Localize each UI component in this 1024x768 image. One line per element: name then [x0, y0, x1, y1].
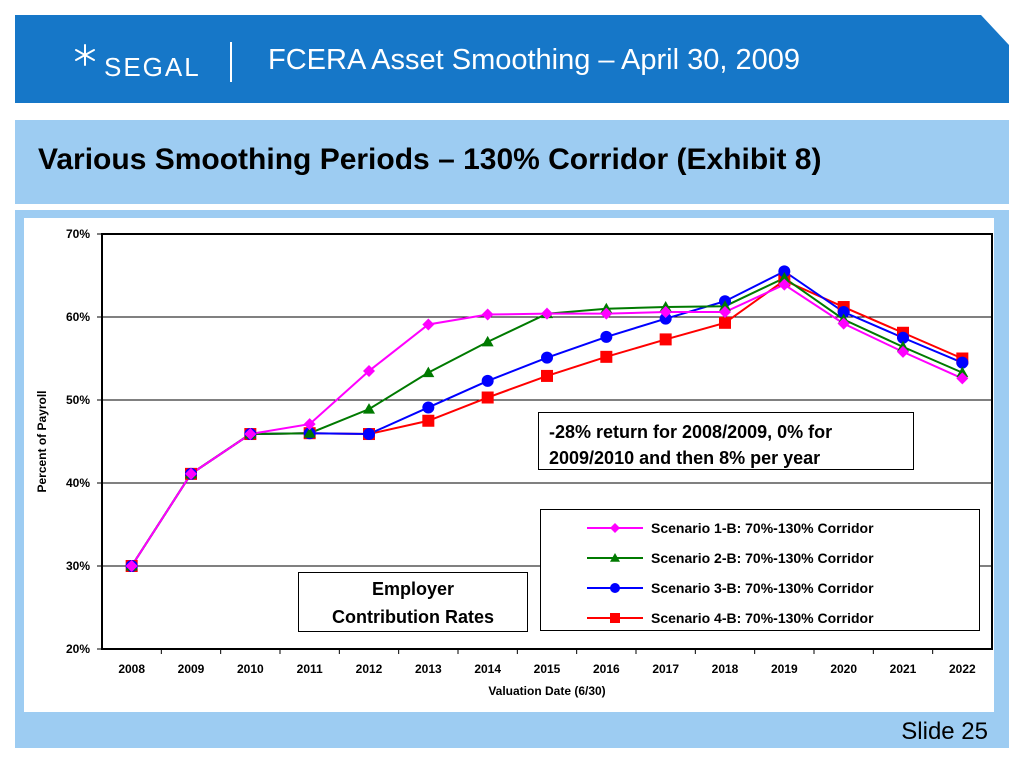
legend-swatch: [587, 553, 643, 562]
y-tick-label: 60%: [66, 310, 90, 324]
data-point-marker: [659, 306, 672, 319]
data-point-marker: [600, 307, 613, 320]
data-point-marker: [244, 428, 257, 441]
x-tick-label: 2010: [237, 662, 264, 676]
x-tick-label: 2015: [534, 662, 561, 676]
data-point-marker: [481, 308, 494, 321]
data-point-marker: [541, 307, 553, 320]
y-tick-label: 50%: [66, 393, 90, 407]
assumption-callout: -28% return for 2008/2009, 0% for 2009/2…: [538, 412, 914, 470]
legend-swatch: [587, 613, 643, 623]
y-axis-title: Percent of Payroll: [35, 390, 49, 492]
data-point-marker: [778, 265, 791, 278]
data-point-marker: [719, 306, 731, 319]
legend-item: Scenario 3-B: 70%-130% Corridor: [585, 576, 975, 600]
segal-logo: SEGAL: [104, 52, 201, 82]
data-point-marker: [719, 316, 731, 329]
line-chart: 20% 30% 40% 50% 60% 70% 2008 2009 2010 2011 2012 20…: [35, 227, 993, 698]
header-divider: [230, 42, 232, 82]
data-point-marker: [610, 613, 620, 623]
data-point-marker: [778, 271, 791, 283]
y-tick-label: 20%: [66, 642, 90, 656]
label-line-1: Employer: [371, 579, 455, 599]
data-point-marker: [363, 364, 375, 377]
data-point-marker: [600, 330, 613, 343]
chart-label-box: Employer Contribution Rates: [298, 572, 528, 632]
label-line-2: Contribution Rates: [332, 607, 494, 627]
page-title: FCERA Asset Smoothing – April 30, 2009: [268, 44, 800, 76]
x-tick-label: 2019: [771, 662, 798, 676]
x-tick-label: 2009: [178, 662, 205, 676]
x-tick-label: 2012: [356, 662, 383, 676]
legend-item: Scenario 4-B: 70%-130% Corridor: [585, 606, 975, 630]
x-tick-label: 2013: [415, 662, 442, 676]
data-point-marker: [422, 318, 435, 331]
x-tick-label: 2018: [712, 662, 739, 676]
legend-swatch: [587, 523, 643, 533]
data-point-marker: [659, 312, 672, 325]
data-point-marker: [610, 523, 620, 533]
banner-shape: [15, 15, 1009, 103]
x-tick-label: 2008: [118, 662, 145, 676]
data-point-marker: [303, 418, 316, 431]
legend-label: Scenario 2-B: 70%-130% Corridor: [651, 550, 874, 566]
segal-star-icon: [75, 44, 95, 66]
data-point-marker: [956, 356, 969, 369]
x-tick-label: 2011: [297, 662, 323, 676]
x-tick-label: 2014: [474, 662, 501, 676]
legend-item: Scenario 2-B: 70%-130% Corridor: [585, 546, 975, 570]
y-tick-label: 30%: [66, 559, 90, 573]
data-point-marker: [481, 374, 494, 387]
x-tick-label: 2020: [830, 662, 857, 676]
legend-swatch: [587, 583, 643, 593]
data-point-marker: [610, 583, 620, 593]
data-point-marker: [541, 369, 553, 382]
data-point-marker: [422, 414, 435, 427]
legend-label: Scenario 1-B: 70%-130% Corridor: [651, 520, 874, 536]
slide-subtitle: Various Smoothing Periods – 130% Corrido…: [38, 143, 822, 176]
y-tick-label: 40%: [66, 476, 90, 490]
data-point-marker: [363, 428, 375, 441]
callout-line-1: -28% return for 2008/2009, 0% for: [549, 422, 833, 442]
x-tick-label: 2017: [652, 662, 679, 676]
data-point-marker: [778, 278, 791, 291]
callout-line-2: 2009/2010 and then 8% per year: [549, 448, 821, 468]
subtitle-band: [15, 120, 1009, 204]
x-tick-label: 2016: [593, 662, 620, 676]
data-point-marker: [481, 391, 494, 404]
data-point-marker: [541, 351, 553, 364]
x-tick-label: 2022: [949, 662, 976, 676]
data-point-marker: [303, 427, 316, 438]
data-point-marker: [422, 401, 435, 414]
data-point-marker: [956, 372, 969, 385]
data-point-marker: [719, 300, 731, 311]
data-point-marker: [897, 331, 909, 344]
data-point-marker: [956, 366, 969, 378]
x-axis-title: Valuation Date (6/30): [488, 684, 605, 698]
data-point-marker: [422, 366, 435, 378]
data-point-marker: [600, 350, 613, 363]
data-point-marker: [897, 345, 909, 358]
slide-number: Slide 25: [901, 718, 988, 745]
y-tick-label: 70%: [66, 227, 90, 241]
plot-border: [101, 233, 993, 650]
data-point-marker: [481, 335, 494, 347]
data-point-marker: [659, 333, 672, 346]
x-tick-label: 2021: [890, 662, 917, 676]
data-point-marker: [610, 553, 620, 562]
data-point-marker: [185, 467, 197, 480]
legend-label: Scenario 3-B: 70%-130% Corridor: [651, 580, 874, 596]
data-point-marker: [837, 317, 850, 330]
legend-label: Scenario 4-B: 70%-130% Corridor: [651, 610, 874, 626]
chart-legend: Scenario 1-B: 70%-130% Corridor Scenario …: [540, 509, 980, 631]
data-point-marker: [363, 403, 375, 414]
header-banner: [15, 15, 1009, 103]
legend-item: Scenario 1-B: 70%-130% Corridor: [585, 516, 975, 540]
data-point-marker: [837, 306, 850, 319]
